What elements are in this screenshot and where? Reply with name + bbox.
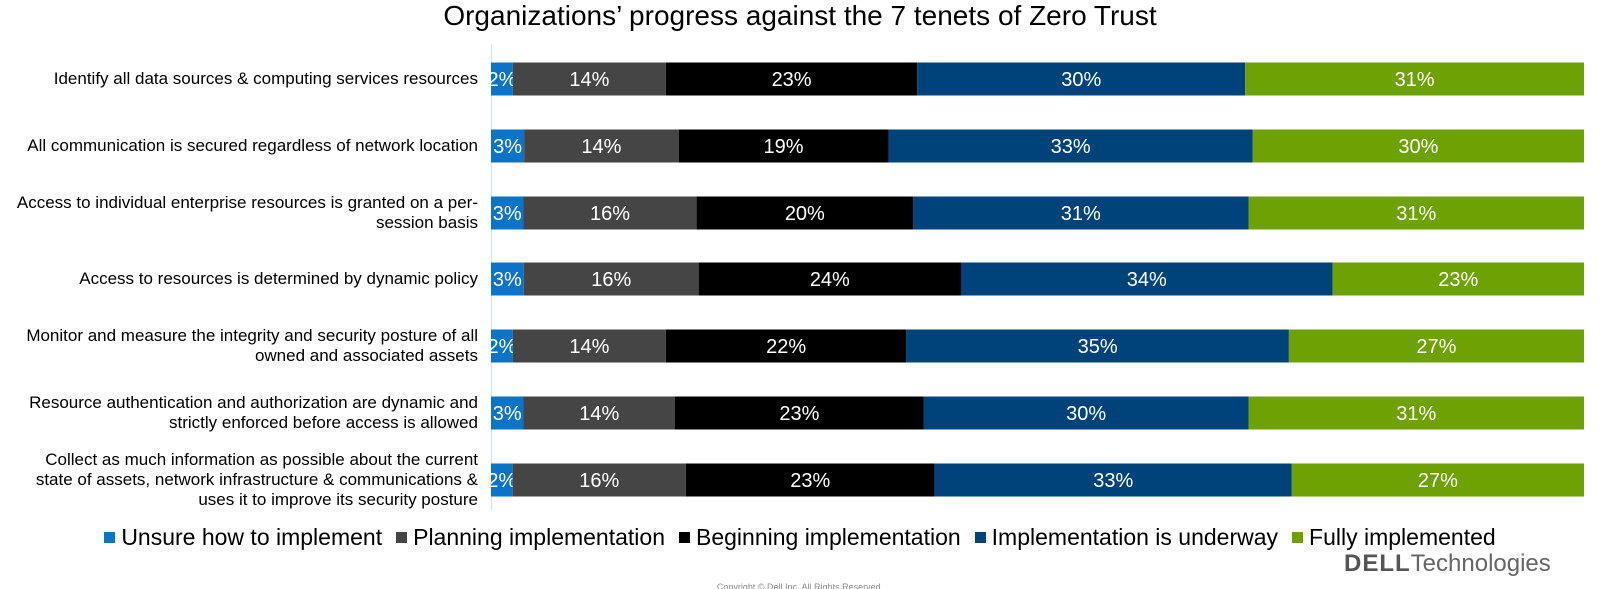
bar-value-label: 2% (487, 470, 516, 492)
bar-value-label: 14% (581, 136, 621, 158)
bar-segment (1245, 62, 1584, 96)
chart-title: Organizations’ progress against the 7 te… (443, 0, 1157, 31)
bar-value-label: 14% (569, 69, 609, 91)
bar-segment (491, 262, 524, 296)
legend-swatch (974, 531, 986, 543)
bar-value-label: 2% (487, 336, 516, 358)
legend-swatch (679, 531, 690, 543)
bar-value-label: 31% (1396, 203, 1436, 225)
bar-value-label: 16% (591, 269, 631, 291)
bar-segment (665, 329, 907, 363)
bar-segment (491, 62, 513, 96)
bar-segment (913, 196, 1249, 230)
legend-item: Implementation is underway (974, 523, 1279, 551)
bar-value-label: 23% (772, 69, 812, 91)
legend-swatch (396, 531, 408, 543)
bar-segment (698, 262, 961, 296)
legend-item: Planning implementation (396, 524, 665, 551)
bar-segment (491, 196, 524, 230)
bar-value-label: 19% (764, 136, 804, 158)
bar-value-label: 33% (1093, 470, 1133, 492)
bar-value-label: 3% (493, 403, 522, 425)
bar-segment (1248, 196, 1584, 230)
legend-label: Implementation is underway (991, 523, 1279, 550)
bar-value-label: 23% (790, 470, 830, 492)
bar-segment (923, 396, 1249, 430)
bar-segment (491, 129, 525, 163)
bar-segment (960, 262, 1333, 296)
bar-segment (678, 129, 889, 163)
bar-segment (512, 463, 686, 497)
category-label: Resource authentication and authorizatio… (29, 393, 478, 432)
bar-segment (1248, 396, 1584, 430)
bar-segment (917, 62, 1246, 96)
dell-technologies-logo: DELL Technologies (1344, 550, 1584, 582)
legend-item: Beginning implementation (679, 524, 961, 551)
bar-segment (1288, 329, 1584, 363)
bar-segment (1291, 463, 1584, 497)
category-label: Monitor and measure the integrity and se… (26, 326, 478, 365)
bar-value-label: 22% (766, 336, 806, 358)
bar-segment (665, 62, 918, 96)
brand-dell: DELL (1344, 550, 1411, 577)
bar-value-label: 34% (1127, 269, 1167, 291)
category-label: All communication is secured regardless … (27, 136, 478, 155)
category-label: Collect as much information as possible … (35, 450, 478, 509)
bar-segment (906, 329, 1289, 363)
bar-segment (1252, 129, 1584, 163)
bar-value-label: 31% (1061, 203, 1101, 225)
bar-segment (491, 329, 513, 363)
bar-value-label: 31% (1395, 69, 1435, 91)
brand-technologies: Technologies (1410, 550, 1551, 577)
legend-item: Unsure how to implement (104, 524, 382, 551)
bar-value-label: 23% (779, 403, 819, 425)
bar-value-label: 35% (1078, 336, 1118, 358)
bar-value-label: 27% (1418, 470, 1458, 492)
legend-label: Unsure how to implement (121, 523, 383, 550)
bar-value-label: 3% (493, 269, 522, 291)
bar-segment (523, 196, 697, 230)
bar-value-label: 2% (487, 69, 516, 91)
bar-segment (524, 129, 679, 163)
legend-item: Fully implemented (1292, 524, 1496, 551)
bar-value-label: 14% (579, 403, 619, 425)
legend-swatch (1292, 531, 1304, 543)
bar-value-label: 33% (1051, 136, 1091, 158)
bar-segment (1332, 262, 1584, 296)
bar-value-label: 24% (810, 269, 850, 291)
bar-value-label: 30% (1066, 403, 1106, 425)
legend-label: Beginning implementation (696, 523, 961, 550)
category-label: Access to individual enterprise resource… (16, 193, 478, 232)
bar-segment (674, 396, 924, 430)
legend-swatch (104, 531, 116, 543)
bar-segment (934, 463, 1292, 497)
bar-value-label: 3% (493, 136, 522, 158)
legend-label: Planning implementation (413, 523, 665, 550)
bar-value-label: 23% (1438, 269, 1478, 291)
bar-segment (523, 262, 699, 296)
bar-segment (523, 396, 675, 430)
category-label: Access to resources is determined by dyn… (79, 269, 478, 288)
bar-segment (696, 196, 914, 230)
bar-value-label: 3% (493, 203, 522, 225)
bar-value-label: 30% (1061, 69, 1101, 91)
bar-value-label: 27% (1416, 336, 1456, 358)
bar-segment (491, 396, 524, 430)
copyright-footer: Copyright © Dell Inc. All Rights Reserve… (716, 583, 884, 589)
bar-value-label: 16% (590, 203, 630, 225)
bar-value-label: 16% (579, 470, 619, 492)
bar-segment (491, 463, 513, 497)
bar-value-label: 20% (785, 203, 825, 225)
chart-legend: Unsure how to implement Planning implemen… (0, 522, 1600, 552)
bar-value-label: 14% (569, 336, 609, 358)
bar-value-label: 31% (1396, 403, 1436, 425)
bar-segment (685, 463, 935, 497)
bar-segment (888, 129, 1253, 163)
category-label: Identify all data sources & computing se… (53, 69, 478, 88)
bar-segment (512, 62, 666, 96)
bar-value-label: 30% (1398, 136, 1438, 158)
bar-segment (512, 329, 666, 363)
legend-label: Fully implemented (1309, 523, 1496, 550)
